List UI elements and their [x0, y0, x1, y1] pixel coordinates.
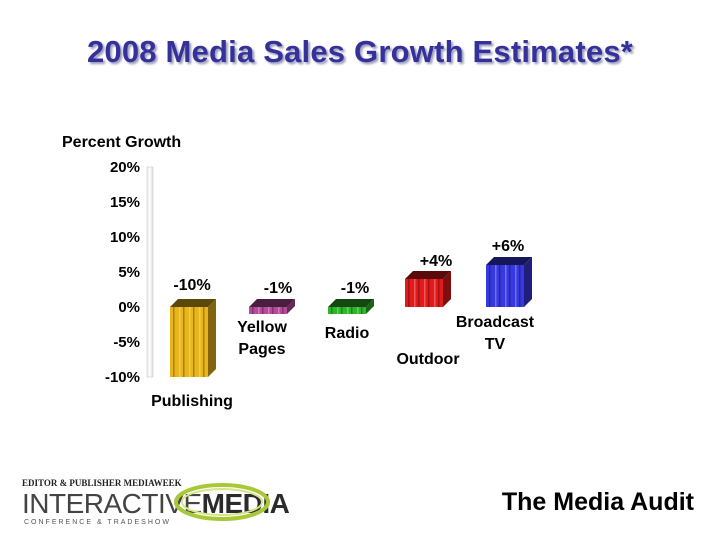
category-label: Broadcast — [456, 314, 535, 331]
y-tick-label: -10% — [105, 369, 140, 386]
y-tick-label: 5% — [118, 264, 140, 281]
value-label: +6% — [492, 238, 524, 255]
value-label: -1% — [341, 280, 369, 297]
logo-swoosh-icon — [174, 483, 270, 521]
category-label: TV — [485, 336, 506, 353]
slide-title: 2008 Media Sales Growth Estimates* — [86, 34, 634, 69]
bar-radio — [328, 299, 374, 314]
category-label: Publishing — [151, 393, 233, 410]
logo-tagline: CONFERENCE & TRADESHOW — [24, 519, 171, 526]
value-label: +4% — [420, 253, 452, 270]
y-tick-label: 15% — [110, 194, 140, 211]
bar-outdoor — [405, 271, 451, 307]
category-label: Radio — [325, 325, 370, 342]
logo-wordmark: INTERACTIVEMEDIA — [22, 488, 290, 519]
y-axis-wall — [146, 166, 154, 378]
y-tick-label: 10% — [110, 229, 140, 246]
logo-publishers: EDITOR & PUBLISHER MEDIAWEEK — [22, 478, 182, 488]
y-tick-label: 0% — [118, 299, 140, 316]
category-label: Pages — [238, 341, 285, 358]
value-label: -1% — [264, 280, 292, 297]
y-tick-label: -5% — [113, 334, 140, 351]
bar-chart: Percent Growth 20% 15% 10% 5% 0% -5% -10% -10%… — [62, 134, 535, 410]
category-label: Yellow — [237, 319, 287, 336]
bar-broadcast-tv — [486, 257, 532, 307]
y-tick-label: 20% — [110, 159, 140, 176]
value-label: -10% — [173, 277, 210, 294]
interactive-media-logo: EDITOR & PUBLISHER MEDIAWEEK INTERACTIVE… — [22, 478, 290, 530]
category-label: Outdoor — [396, 351, 459, 368]
y-axis-title: Percent Growth — [62, 134, 181, 151]
footer-brand: The Media Audit — [501, 488, 694, 516]
bar-yellow-pages — [249, 299, 295, 314]
bar-publishing — [170, 299, 216, 377]
